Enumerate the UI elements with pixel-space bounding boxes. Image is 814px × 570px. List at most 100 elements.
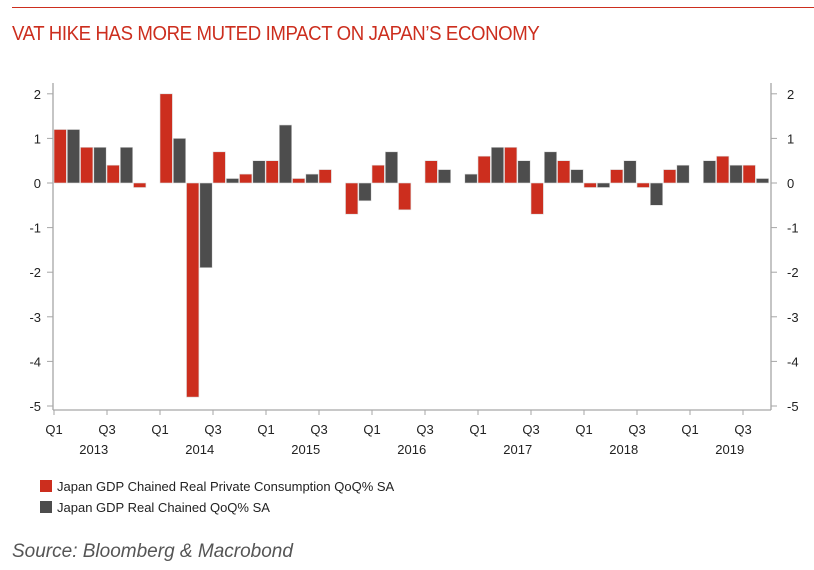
bar-consumption — [742, 164, 756, 184]
bar-consumption — [345, 182, 359, 215]
legend-item-consumption: Japan GDP Chained Real Private Consumpti… — [40, 476, 394, 496]
x-year-label: 2014 — [185, 442, 214, 457]
bar-gdp — [755, 178, 769, 184]
left-y-tick-label: 2 — [34, 87, 41, 102]
legend-swatch-consumption — [40, 480, 52, 492]
bar-consumption — [292, 178, 306, 184]
legend-item-gdp: Japan GDP Real Chained QoQ% SA — [40, 497, 394, 517]
bar-gdp — [517, 160, 531, 184]
x-tick-label-quarter: Q1 — [575, 422, 592, 437]
bar-gdp — [358, 182, 372, 202]
x-tick-label-quarter: Q3 — [310, 422, 327, 437]
x-tick-label-quarter: Q1 — [681, 422, 698, 437]
right-y-tick-label: -1 — [787, 221, 799, 236]
x-year-label: 2017 — [503, 442, 532, 457]
x-tick-label-quarter: Q1 — [45, 422, 62, 437]
bar-consumption — [663, 169, 677, 184]
bar-gdp — [278, 124, 292, 184]
bar-consumption — [530, 182, 544, 215]
bar-gdp — [729, 164, 743, 184]
x-tick-label-quarter: Q1 — [257, 422, 274, 437]
legend-swatch-gdp — [40, 501, 52, 513]
bar-gdp — [464, 173, 478, 184]
bar-gdp — [649, 182, 663, 206]
bar-gdp — [305, 173, 319, 184]
left-y-tick-label: 1 — [34, 131, 41, 146]
bar-gdp — [199, 182, 213, 268]
bar-gdp — [226, 178, 240, 184]
left-y-tick-label: -1 — [29, 221, 41, 236]
right-y-tick-label: 2 — [787, 87, 794, 102]
x-year-label: 2019 — [715, 442, 744, 457]
x-tick-label-quarter: Q3 — [416, 422, 433, 437]
bar-gdp — [67, 129, 81, 184]
legend-label-gdp: Japan GDP Real Chained QoQ% SA — [57, 499, 270, 515]
left-y-tick-label: -5 — [29, 399, 41, 414]
bar-gdp — [596, 182, 610, 188]
left-y-tick-label: -3 — [29, 310, 41, 325]
x-tick-label-quarter: Q1 — [363, 422, 380, 437]
bar-consumption — [636, 182, 650, 188]
left-y-tick-label: -4 — [29, 354, 41, 369]
right-y-tick-label: -5 — [787, 399, 799, 414]
bar-gdp — [384, 151, 398, 184]
x-year-label: 2013 — [79, 442, 108, 457]
right-y-tick-label: 0 — [787, 176, 794, 191]
bar-gdp — [543, 151, 557, 184]
bar-gdp — [570, 169, 584, 184]
x-tick-label-quarter: Q3 — [734, 422, 751, 437]
x-year-label: 2015 — [291, 442, 320, 457]
bar-consumption — [716, 155, 730, 184]
bar-gdp — [93, 147, 107, 184]
bars — [53, 93, 769, 398]
bar-gdp — [702, 160, 716, 184]
left-y-tick-label: 0 — [34, 176, 41, 191]
bar-consumption — [504, 147, 518, 184]
bar-consumption — [371, 164, 385, 184]
bar-consumption — [80, 147, 94, 184]
right-y-tick-label: -4 — [787, 354, 799, 369]
bar-gdp — [623, 160, 637, 184]
right-y-tick-label: 1 — [787, 131, 794, 146]
right-y-tick-label: -2 — [787, 265, 799, 280]
bar-gdp — [173, 138, 187, 184]
x-tick-label-quarter: Q3 — [98, 422, 115, 437]
x-tick-label-quarter: Q1 — [151, 422, 168, 437]
bar-consumption — [477, 155, 491, 184]
bar-consumption — [610, 169, 624, 184]
x-year-label: 2018 — [609, 442, 638, 457]
top-rule — [12, 7, 814, 8]
bar-consumption — [398, 182, 412, 211]
bar-consumption — [186, 182, 200, 398]
bar-gdp — [676, 164, 690, 184]
source-note: Source: Bloomberg & Macrobond — [12, 541, 293, 562]
bar-consumption — [239, 173, 253, 184]
x-axis-labels: Q1 Q3 Q1 Q3 Q1 Q3 Q1 Q3 Q1 Q3 Q1 Q3 Q1 Q3 2013 2014 2015… — [45, 410, 752, 457]
bar-gdp — [120, 147, 134, 184]
bar-consumption — [106, 164, 120, 184]
x-tick-label-quarter: Q1 — [469, 422, 486, 437]
bar-consumption — [265, 160, 279, 184]
legend-label-consumption: Japan GDP Chained Real Private Consumpti… — [57, 478, 395, 494]
bar-consumption — [424, 160, 438, 184]
bar-consumption — [318, 169, 332, 184]
axes: 2 2 1 1 0 0 -1 -1 -2 -2 -3 -3 -4 -4 -5 -5 — [29, 83, 799, 414]
bar-gdp — [437, 169, 451, 184]
x-tick-label-quarter: Q3 — [522, 422, 539, 437]
left-y-tick-label: -2 — [29, 265, 41, 280]
x-year-label: 2016 — [397, 442, 426, 457]
chart-title: VAT HIKE HAS MORE MUTED IMPACT ON JAPAN’… — [12, 23, 540, 45]
right-y-tick-label: -3 — [787, 310, 799, 325]
x-tick-label-quarter: Q3 — [204, 422, 221, 437]
legend: Japan GDP Chained Real Private Consumpti… — [40, 476, 394, 518]
bar-gdp — [490, 147, 504, 184]
x-tick-label-quarter: Q3 — [628, 422, 645, 437]
bar-consumption — [557, 160, 571, 184]
bar-consumption — [159, 93, 173, 184]
bar-consumption — [53, 129, 67, 184]
bar-chart: 2 21 10 0-1 -1-2 -2-3 -3-4 -4-5 -5 Q1 Q3 Q1 Q3 Q1 Q3 Q… — [29, 83, 799, 457]
bar-consumption — [133, 182, 147, 188]
bar-consumption — [583, 182, 597, 188]
bar-consumption — [212, 151, 226, 184]
bar-gdp — [252, 160, 266, 184]
